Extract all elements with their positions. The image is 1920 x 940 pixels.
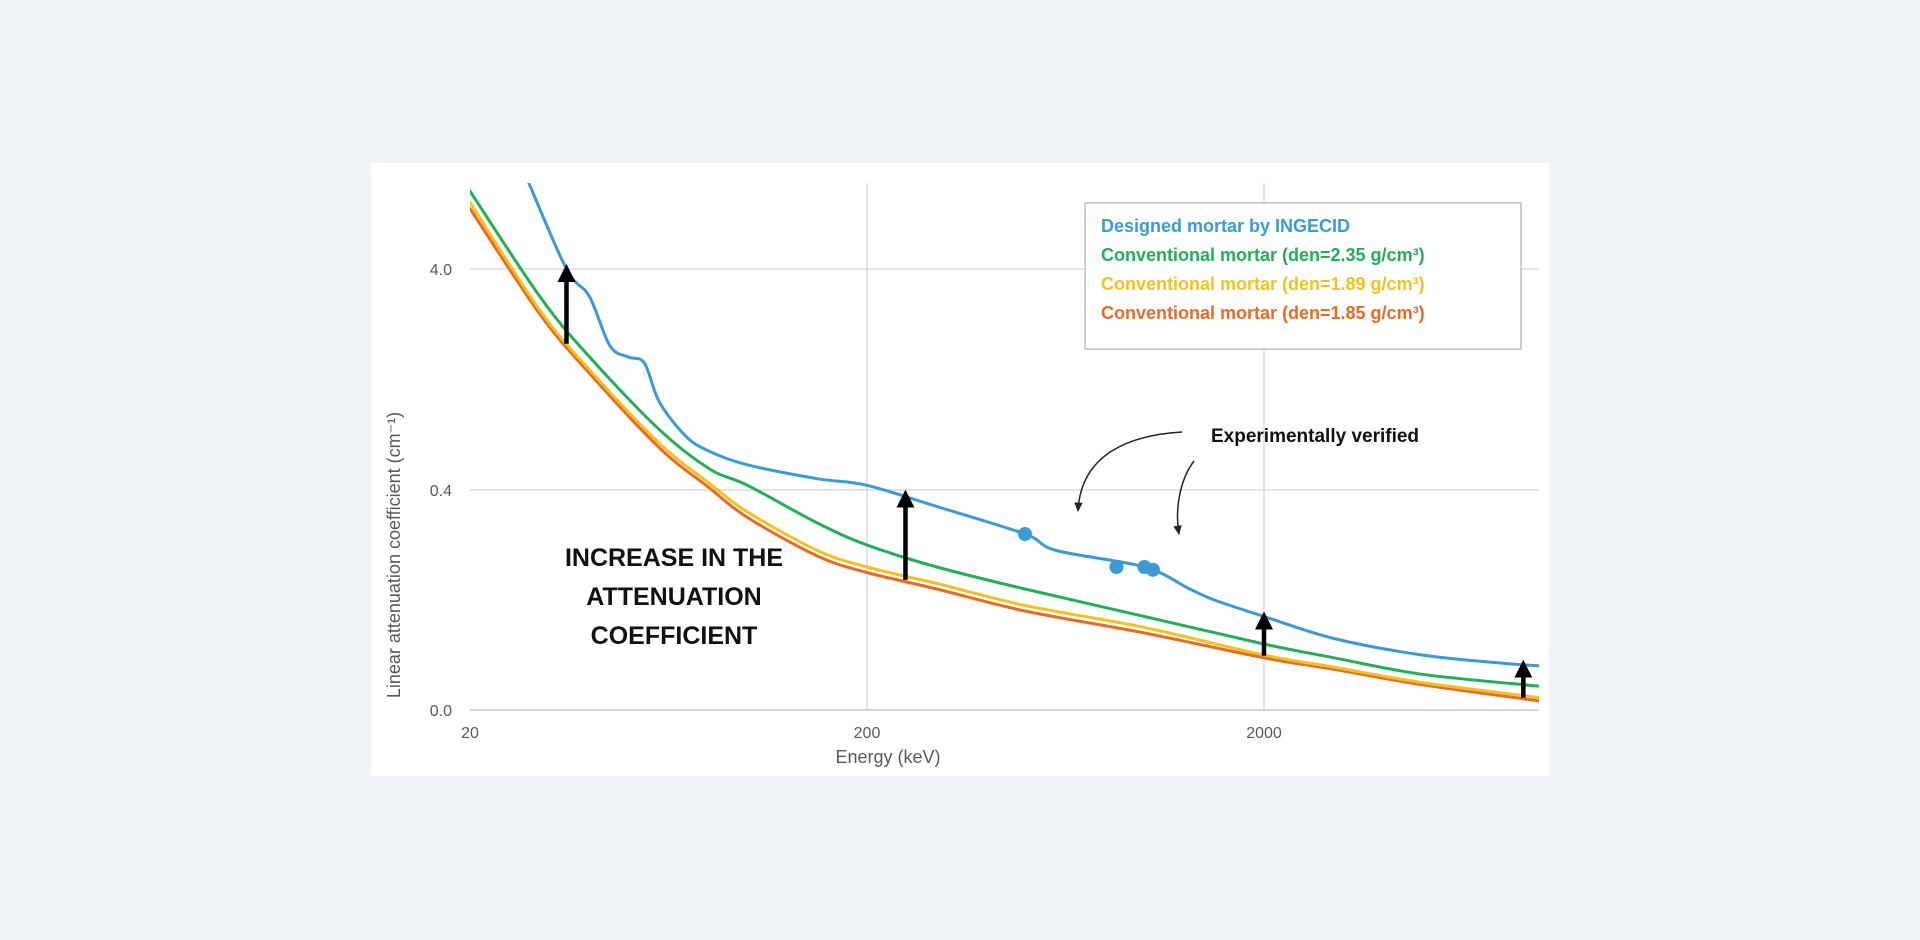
legend-entry-ingecid: Designed mortar by INGECID	[1101, 216, 1350, 236]
legend: Designed mortar by INGECID Conventional …	[1084, 202, 1522, 350]
series-lines	[470, 183, 1539, 703]
legend-entry-mortar-189: Conventional mortar (den=1.89 g/cm³)	[1101, 274, 1425, 294]
legend-box	[1084, 202, 1522, 350]
increase-label-line-3: COEFFICIENT	[591, 622, 758, 650]
verified-point	[1145, 562, 1160, 577]
experimental-note: Experimentally verified	[1211, 426, 1419, 447]
x-tick-label: 200	[854, 725, 881, 742]
verified-point	[1109, 560, 1124, 574]
series-line-0	[527, 183, 1539, 668]
x-tick-label: 2000	[1246, 725, 1282, 742]
x-axis-label: Energy (keV)	[835, 747, 940, 767]
increase-arrows	[557, 264, 1533, 698]
increase-label-line-1: INCREASE IN THE	[565, 544, 783, 572]
chart-card: 20 200 2000 0.0 0.4 4.0 Energy (keV) Linear a…	[371, 163, 1549, 776]
callout-arrow-1	[1074, 431, 1183, 513]
verified-markers	[1017, 527, 1160, 577]
x-tick-label: 20	[461, 725, 479, 742]
callout-arrow-2	[1173, 460, 1195, 536]
legend-entry-mortar-185: Conventional mortar (den=1.85 g/cm³)	[1101, 303, 1425, 323]
series-line-3	[470, 207, 1539, 703]
series-line-2	[470, 201, 1539, 700]
series-line-1	[470, 189, 1539, 688]
attenuation-chart: 20 200 2000 0.0 0.4 4.0 Energy (keV) Linear a…	[384, 183, 1539, 767]
verified-point	[1017, 527, 1032, 541]
legend-entry-mortar-235: Conventional mortar (den=2.35 g/cm³)	[1101, 245, 1425, 265]
y-tick-label: 0.0	[430, 703, 452, 720]
increase-label-line-2: ATTENUATION	[586, 583, 761, 611]
y-axis-label: Linear attenuation coefficient (cm⁻¹)	[384, 412, 404, 698]
y-tick-label: 4.0	[430, 262, 452, 279]
tick-labels: 20 200 2000 0.0 0.4 4.0	[430, 262, 1282, 742]
y-tick-label: 0.4	[430, 483, 452, 500]
